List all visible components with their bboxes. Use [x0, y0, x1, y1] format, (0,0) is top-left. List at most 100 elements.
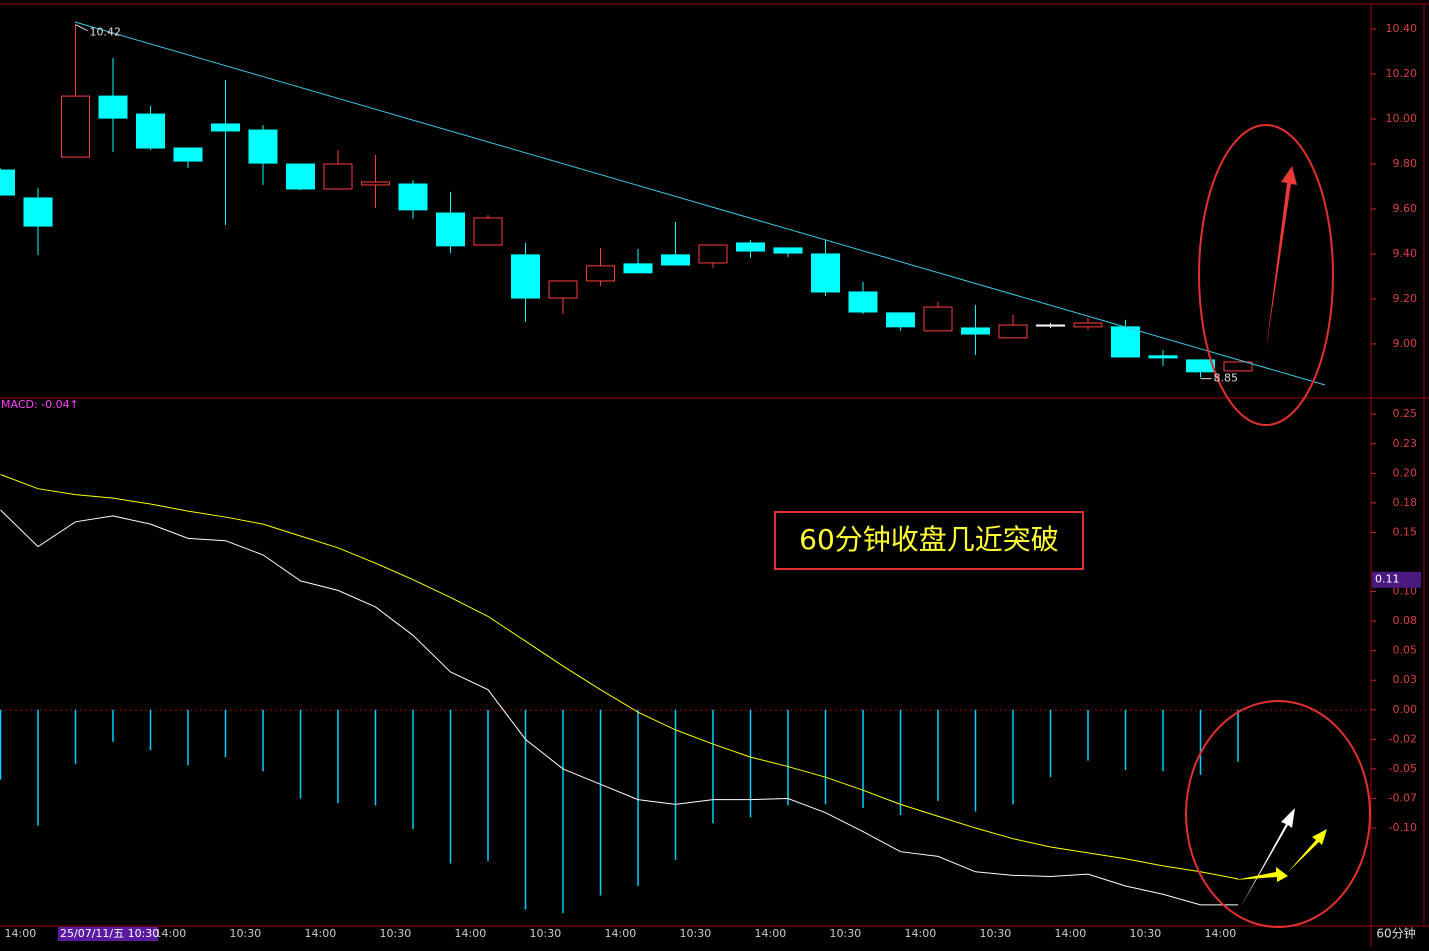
candle-body — [1148, 355, 1178, 359]
y-tick-label: 10.20 — [1386, 67, 1418, 80]
candle-body — [1186, 359, 1215, 373]
candle-body — [661, 254, 690, 266]
candle-body — [848, 291, 878, 313]
macd-bar — [524, 709, 527, 910]
macd-bar — [337, 709, 339, 804]
x-tick-label: 14:00 — [905, 927, 937, 940]
y-tick-label: 0.20 — [1393, 466, 1418, 479]
macd-bar — [74, 709, 77, 765]
cursor-x-label: 25/07/11/五 10:30 — [60, 927, 159, 940]
annotation-box — [774, 511, 1084, 570]
annotation: 60分钟收盘几近突破 — [799, 523, 1059, 556]
y-tick-label: 0.18 — [1393, 496, 1418, 509]
macd-bar — [1237, 709, 1239, 762]
candle-body — [698, 244, 728, 264]
candle-body — [23, 197, 53, 227]
cursor-y-box — [1372, 571, 1421, 588]
y-tick-label: 0.03 — [1393, 673, 1418, 686]
x-tick-label: 10:30 — [1130, 927, 1162, 940]
highlight-ellipse — [1198, 124, 1334, 426]
macd-bar — [187, 709, 189, 766]
macd-bar — [37, 709, 39, 826]
macd-bar — [974, 709, 977, 812]
x-tick-label: 10:30 — [830, 927, 862, 940]
x-tick-label: 14:00 — [455, 927, 487, 940]
macd-bar — [449, 709, 452, 864]
macd-bar — [1124, 709, 1127, 771]
arrow — [1266, 166, 1297, 350]
candle-body — [0, 169, 15, 196]
plot-area — [0, 24, 1253, 914]
macd-bar — [412, 709, 414, 830]
candle-body — [98, 95, 128, 119]
arrow — [1235, 867, 1288, 882]
y-tick-label: 9.20 — [1393, 292, 1418, 305]
candle-body — [1111, 326, 1140, 358]
macd-title: MACD: -0.04↑ — [1, 398, 79, 411]
candle-body — [623, 263, 653, 274]
x-tick-label: 10:30 — [980, 927, 1012, 940]
y-tick-label: -0.02 — [1389, 732, 1417, 745]
macd-bar — [937, 709, 939, 801]
macd-bar — [224, 709, 227, 758]
y-tick-label: -0.10 — [1389, 821, 1417, 834]
x-tick-label: 10:30 — [680, 927, 712, 940]
highlight-ellipse — [1185, 700, 1371, 928]
macd-bar — [749, 709, 752, 818]
candle-body — [61, 95, 90, 158]
candle-body — [1223, 361, 1253, 372]
macd-bar — [374, 709, 377, 806]
y-tick-label: 9.80 — [1393, 157, 1418, 170]
macd-bar — [899, 709, 902, 816]
macd-bar — [262, 709, 264, 772]
y-tick-label: 0.15 — [1393, 525, 1418, 538]
trend-line — [74, 21, 1326, 386]
y-tick-label: 9.00 — [1393, 337, 1418, 350]
candle-body — [998, 324, 1028, 339]
y-tick-label: 10.00 — [1386, 112, 1418, 125]
arrow — [1288, 829, 1327, 872]
macd-bar — [487, 709, 489, 862]
x-tick-label: 14:00 — [1205, 927, 1237, 940]
candle-body — [361, 181, 390, 186]
y-tick-label: 0.08 — [1393, 614, 1418, 627]
candle-body — [1073, 322, 1103, 328]
macd-bar — [674, 709, 677, 860]
candle-body — [211, 123, 240, 132]
macd-bar — [599, 709, 602, 896]
macd-bar — [0, 709, 2, 780]
macd-line — [0, 509, 1238, 906]
min-marker: 8.85 — [1214, 372, 1239, 385]
candle-body — [886, 312, 915, 328]
arrow — [1240, 808, 1295, 908]
cursor-x-box — [58, 927, 158, 941]
macd-bar — [299, 709, 302, 799]
macd-bar — [824, 709, 827, 805]
cursor-y-label: 0.11 — [1375, 573, 1400, 586]
candle-body — [248, 129, 278, 164]
y-tick-label: 0.10 — [1393, 585, 1418, 598]
macd-bar — [712, 709, 714, 824]
x-tick-label: 14:00 — [605, 927, 637, 940]
candle-body — [736, 242, 765, 252]
y-tick-label: 0.00 — [1393, 703, 1418, 716]
candle-body — [773, 247, 803, 254]
macd-bar — [1012, 709, 1014, 805]
candle-body — [323, 163, 353, 190]
y-tick-label: 9.60 — [1393, 202, 1418, 215]
x-tick-label: 14:00 — [305, 927, 337, 940]
macd-bar — [1162, 709, 1164, 772]
candle-body — [811, 253, 840, 293]
y-tick-label: 0.05 — [1393, 644, 1418, 657]
macd-bar — [149, 709, 152, 750]
x-tick-label: 14:00 — [155, 927, 187, 940]
y-tick-label: 0.23 — [1393, 437, 1418, 450]
candle-body — [511, 254, 540, 299]
x-tick-label: 10:30 — [530, 927, 562, 940]
x-tick-label: 10:30 — [380, 927, 412, 940]
macd-bar — [787, 709, 789, 806]
x-tick-label: 14:00 — [755, 927, 787, 940]
